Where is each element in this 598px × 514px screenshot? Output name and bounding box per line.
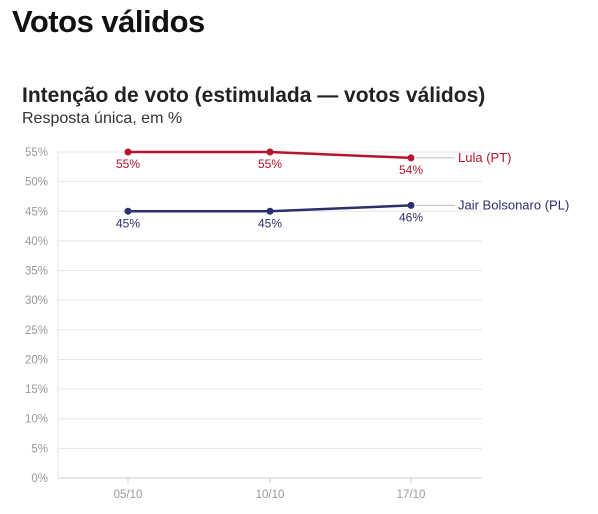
x-tick-label: 17/10 (397, 489, 426, 501)
label-layer: 55% 55% 54% Lula (PT) 45% 45% 46% Jair Bolsonar… (116, 150, 569, 230)
series-label: Jair Bolsonaro (PL) (458, 197, 569, 212)
data-point (124, 148, 132, 156)
axis-layer: 0% 5% 10% 15% 20% 25% 30% 35% 40% 45% 50% 55% 05/10 1… (25, 147, 425, 501)
x-tick-label: 05/10 (114, 489, 143, 501)
series-layer (124, 148, 415, 215)
grid-layer (57, 151, 482, 479)
y-tick-label: 35% (25, 266, 48, 278)
y-tick-label: 30% (25, 295, 48, 307)
data-point (266, 148, 274, 156)
data-point (266, 207, 274, 215)
data-label: 55% (116, 157, 140, 171)
data-point (407, 201, 415, 209)
y-tick-label: 5% (31, 443, 48, 455)
data-point (407, 154, 415, 162)
data-label: 45% (116, 216, 140, 230)
x-tick-label: 10/10 (256, 489, 285, 501)
data-label: 45% (258, 216, 282, 230)
y-tick-label: 50% (25, 177, 48, 189)
data-label: 54% (399, 163, 423, 177)
y-tick-label: 20% (25, 354, 48, 366)
series-label: Lula (PT) (458, 150, 511, 165)
y-tick-label: 45% (25, 206, 48, 218)
data-label: 55% (258, 157, 282, 171)
chart-subtitle: Resposta única, em % (22, 110, 183, 127)
data-label: 46% (399, 210, 423, 224)
y-tick-label: 15% (25, 384, 48, 396)
y-tick-label: 40% (25, 236, 48, 248)
y-tick-label: 25% (25, 325, 48, 337)
y-tick-label: 10% (25, 414, 48, 426)
y-tick-label: 55% (25, 147, 48, 159)
page-headline: Votos válidos (12, 4, 205, 39)
data-point (124, 207, 132, 215)
chart-title: Intenção de voto (estimulada — votos vál… (22, 84, 486, 107)
y-tick-label: 0% (31, 473, 48, 485)
